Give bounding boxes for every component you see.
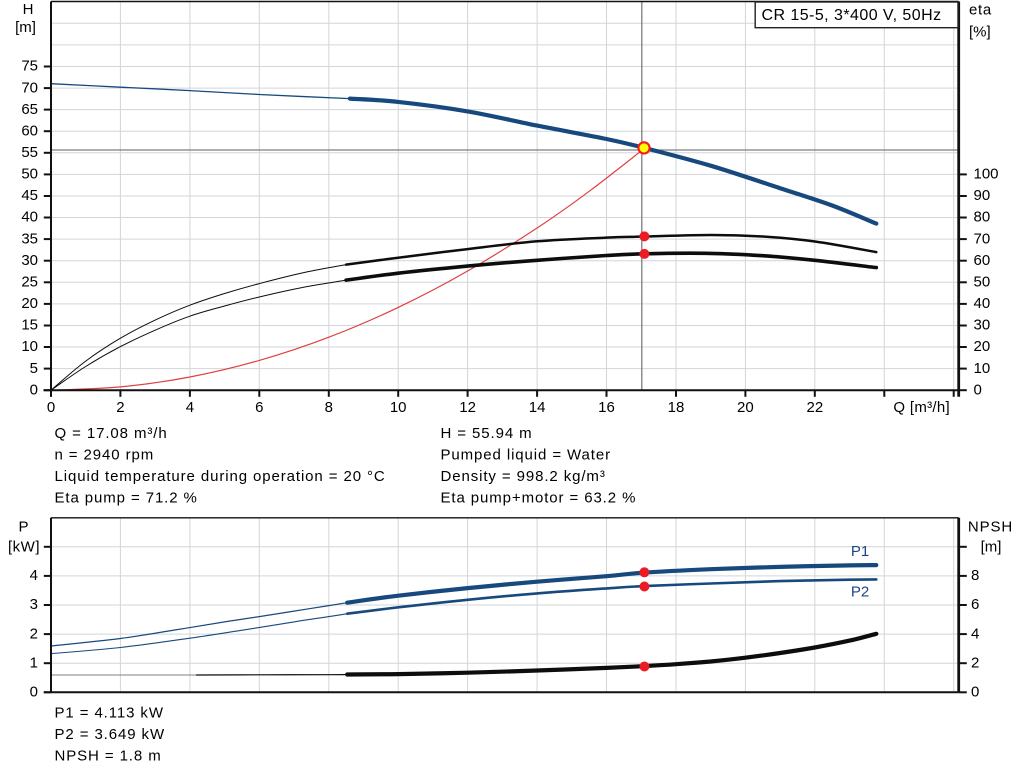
svg-text:[kW]: [kW] [8, 539, 40, 556]
svg-text:P2: P2 [851, 583, 869, 600]
svg-text:H: H [23, 1, 34, 18]
svg-text:0: 0 [30, 381, 38, 398]
svg-text:3: 3 [30, 596, 38, 613]
svg-text:4: 4 [971, 625, 979, 642]
svg-text:8: 8 [325, 399, 333, 416]
svg-text:1: 1 [30, 654, 38, 671]
svg-text:Eta pump = 71.2 %: Eta pump = 71.2 % [55, 490, 198, 507]
svg-text:0: 0 [47, 399, 55, 416]
svg-text:8: 8 [971, 567, 979, 584]
svg-text:2: 2 [116, 399, 124, 416]
svg-text:P: P [18, 519, 28, 536]
svg-text:40: 40 [21, 209, 38, 226]
svg-text:50: 50 [974, 273, 991, 290]
svg-text:[%]: [%] [969, 24, 991, 41]
svg-text:70: 70 [21, 79, 38, 96]
svg-text:4: 4 [186, 399, 194, 416]
svg-text:eta: eta [969, 1, 992, 18]
svg-text:NPSH: NPSH [968, 519, 1013, 536]
svg-text:0: 0 [30, 684, 38, 701]
svg-text:90: 90 [974, 187, 991, 204]
svg-text:20: 20 [974, 338, 991, 355]
svg-text:P1: P1 [851, 543, 869, 560]
svg-text:Eta pump+motor = 63.2 %: Eta pump+motor = 63.2 % [441, 490, 637, 507]
svg-text:Liquid temperature during oper: Liquid temperature during operation = 20… [55, 468, 386, 485]
svg-text:0: 0 [974, 381, 982, 398]
svg-text:Pumped liquid = Water: Pumped liquid = Water [441, 447, 612, 464]
svg-text:18: 18 [668, 399, 685, 416]
svg-text:45: 45 [21, 187, 38, 204]
svg-text:n = 2940 rpm: n = 2940 rpm [55, 447, 155, 464]
svg-text:15: 15 [21, 317, 38, 334]
svg-text:[m]: [m] [981, 539, 1002, 556]
svg-text:30: 30 [974, 317, 991, 334]
svg-text:10: 10 [974, 360, 991, 377]
svg-text:35: 35 [21, 230, 38, 247]
svg-text:25: 25 [21, 273, 38, 290]
svg-text:70: 70 [974, 230, 991, 247]
svg-text:20: 20 [21, 295, 38, 312]
svg-text:12: 12 [459, 399, 476, 416]
svg-text:14: 14 [529, 399, 546, 416]
svg-text:60: 60 [974, 252, 991, 269]
svg-text:[m]: [m] [15, 19, 36, 36]
svg-text:0: 0 [971, 684, 979, 701]
svg-text:20: 20 [737, 399, 754, 416]
svg-text:4: 4 [30, 567, 38, 584]
svg-text:16: 16 [598, 399, 615, 416]
svg-text:P2 = 3.649 kW: P2 = 3.649 kW [55, 726, 166, 743]
svg-text:55: 55 [21, 144, 38, 161]
svg-text:10: 10 [390, 399, 407, 416]
svg-text:P1 = 4.113 kW: P1 = 4.113 kW [55, 704, 164, 721]
svg-text:50: 50 [21, 166, 38, 183]
svg-text:Q = 17.08 m³/h: Q = 17.08 m³/h [55, 425, 168, 442]
svg-text:Q [m³/h]: Q [m³/h] [893, 399, 950, 416]
svg-text:80: 80 [974, 209, 991, 226]
svg-text:2: 2 [30, 625, 38, 642]
svg-text:2: 2 [971, 654, 979, 671]
svg-text:75: 75 [21, 58, 38, 75]
svg-text:6: 6 [971, 596, 979, 613]
svg-text:H = 55.94 m: H = 55.94 m [441, 425, 533, 442]
svg-text:22: 22 [806, 399, 823, 416]
svg-text:5: 5 [30, 360, 38, 377]
svg-text:NPSH = 1.8 m: NPSH = 1.8 m [55, 747, 162, 764]
svg-text:60: 60 [21, 122, 38, 139]
svg-text:Density = 998.2 kg/m³: Density = 998.2 kg/m³ [441, 468, 606, 485]
svg-text:100: 100 [974, 166, 999, 183]
svg-text:10: 10 [21, 338, 38, 355]
svg-text:65: 65 [21, 101, 38, 118]
svg-text:CR 15-5, 3*400 V, 50Hz: CR 15-5, 3*400 V, 50Hz [761, 7, 941, 24]
svg-text:40: 40 [974, 295, 991, 312]
svg-text:6: 6 [255, 399, 263, 416]
svg-text:30: 30 [21, 252, 38, 269]
